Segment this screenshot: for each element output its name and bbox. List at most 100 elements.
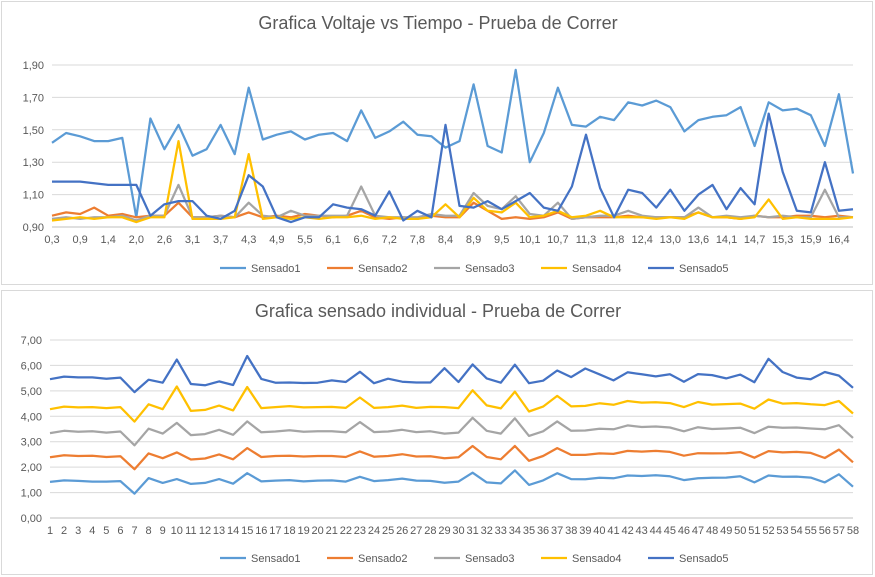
x-tick-label: 8,9 <box>466 234 481 246</box>
x-tick-label: 8 <box>146 525 152 537</box>
series-line-sensado2 <box>49 444 854 471</box>
x-tick-label: 8,4 <box>438 234 453 246</box>
x-tick-label: 22 <box>340 525 352 537</box>
x-tick-label: 35 <box>523 525 535 537</box>
x-tick-label: 46 <box>678 525 690 537</box>
x-tick-label: 9,5 <box>494 234 509 246</box>
x-tick-label: 11,8 <box>604 234 625 246</box>
x-tick-label: 0,3 <box>44 234 59 246</box>
individual-sensing-chart: Grafica sensado individual - Prueba de C… <box>1 290 873 575</box>
x-tick-label: 40 <box>593 525 605 537</box>
x-tick-label: 7,2 <box>382 234 397 246</box>
x-tick-label: 6,6 <box>354 234 369 246</box>
y-tick-label: 2,00 <box>21 462 42 474</box>
x-tick-label: 13,0 <box>660 234 681 246</box>
x-tick-label: 16,4 <box>828 234 849 246</box>
x-tick-label: 18 <box>283 525 295 537</box>
y-tick-label: 5,00 <box>21 386 42 398</box>
x-tick-label: 11 <box>185 525 196 537</box>
y-tick-label: 0,90 <box>23 222 44 234</box>
series-line-sensado1 <box>51 68 855 219</box>
x-tick-label: 52 <box>762 525 774 537</box>
y-tick-label: 0,00 <box>21 513 42 525</box>
x-tick-label: 0,9 <box>72 234 87 246</box>
y-tick-label: 1,90 <box>23 60 44 72</box>
x-tick-label: 11,3 <box>576 234 597 246</box>
x-tick-label: 21 <box>326 525 338 537</box>
x-tick-label: 44 <box>650 525 662 537</box>
x-tick-label: 28 <box>424 525 436 537</box>
x-tick-label: 15 <box>241 525 253 537</box>
series-line-sensado4 <box>51 139 854 224</box>
y-tick-label: 3,00 <box>21 437 42 449</box>
x-tick-label: 26 <box>396 525 408 537</box>
x-tick-label: 56 <box>819 525 831 537</box>
x-tick-label: 49 <box>720 525 732 537</box>
series-line-sensado4 <box>49 385 854 423</box>
legend-label: Sensado4 <box>572 263 622 275</box>
legend-label: Sensado2 <box>358 263 408 275</box>
y-tick-label: 6,00 <box>21 360 42 372</box>
x-tick-label: 23 <box>354 525 366 537</box>
voltage-time-chart-svg: Grafica Voltaje vs Tiempo - Prueba de Co… <box>23 13 855 275</box>
x-tick-label: 16 <box>255 525 267 537</box>
y-tick-label: 1,50 <box>23 125 44 137</box>
legend-label: Sensado1 <box>251 263 301 275</box>
x-tick-label: 55 <box>805 525 817 537</box>
x-tick-label: 58 <box>847 525 859 537</box>
x-tick-label: 19 <box>297 525 309 537</box>
x-tick-label: 45 <box>664 525 676 537</box>
x-tick-label: 31 <box>467 525 479 537</box>
series-line-sensado5 <box>52 112 854 224</box>
x-tick-label: 6,1 <box>325 234 340 246</box>
x-tick-label: 2,0 <box>129 234 144 246</box>
x-tick-label: 3,1 <box>185 234 200 246</box>
y-tick-label: 1,10 <box>23 190 44 202</box>
x-tick-label: 2 <box>61 525 67 537</box>
x-tick-label: 10 <box>171 525 183 537</box>
x-tick-label: 25 <box>382 525 394 537</box>
x-tick-label: 38 <box>565 525 577 537</box>
x-tick-label: 15,3 <box>772 234 793 246</box>
x-tick-label: 2,6 <box>157 234 172 246</box>
legend-label: Sensado2 <box>358 553 408 565</box>
x-tick-label: 12 <box>199 525 211 537</box>
series-line-sensado5 <box>49 354 854 394</box>
series-line-sensado1 <box>49 469 854 495</box>
x-tick-label: 6 <box>117 525 123 537</box>
y-tick-label: 7,00 <box>21 335 42 347</box>
y-tick-label: 1,30 <box>23 157 44 169</box>
x-tick-label: 14,7 <box>744 234 765 246</box>
x-tick-label: 48 <box>706 525 718 537</box>
x-tick-label: 10,1 <box>519 234 540 246</box>
x-tick-label: 1,4 <box>101 234 116 246</box>
x-tick-label: 47 <box>692 525 704 537</box>
x-tick-label: 57 <box>833 525 845 537</box>
x-tick-label: 4 <box>89 525 95 537</box>
x-tick-label: 4,9 <box>269 234 284 246</box>
x-tick-label: 51 <box>748 525 760 537</box>
x-tick-label: 43 <box>636 525 648 537</box>
x-tick-label: 42 <box>621 525 633 537</box>
x-tick-label: 13,6 <box>688 234 709 246</box>
chart-title: Grafica Voltaje vs Tiempo - Prueba de Co… <box>258 13 617 33</box>
x-tick-label: 10,7 <box>547 234 568 246</box>
x-tick-label: 30 <box>452 525 464 537</box>
x-tick-label: 9 <box>160 525 166 537</box>
x-tick-label: 24 <box>368 525 380 537</box>
x-tick-label: 36 <box>537 525 549 537</box>
y-tick-label: 1,00 <box>21 488 42 500</box>
legend-label: Sensado4 <box>572 553 622 565</box>
x-tick-label: 14,1 <box>716 234 737 246</box>
x-tick-label: 50 <box>734 525 746 537</box>
series-line-sensado3 <box>49 416 854 447</box>
chart-title: Grafica sensado individual - Prueba de C… <box>255 301 621 321</box>
x-tick-label: 4,3 <box>241 234 256 246</box>
x-tick-label: 53 <box>776 525 788 537</box>
x-tick-label: 54 <box>791 525 803 537</box>
voltage-time-chart: Grafica Voltaje vs Tiempo - Prueba de Co… <box>1 1 873 285</box>
x-tick-label: 3,7 <box>213 234 228 246</box>
x-tick-label: 13 <box>213 525 225 537</box>
x-tick-label: 32 <box>481 525 493 537</box>
x-tick-label: 3 <box>75 525 81 537</box>
